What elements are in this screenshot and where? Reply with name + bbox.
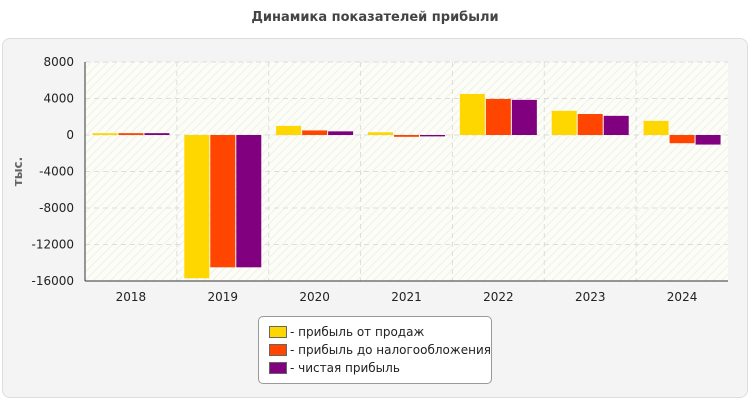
bar [184,135,210,279]
y-tick-label: 4000 [43,92,74,106]
x-tick-label: 2023 [575,290,606,304]
bar [144,133,170,135]
y-tick-label: -16000 [31,274,74,288]
bar [302,130,328,135]
legend-swatch [269,326,287,338]
y-tick-label: -8000 [39,201,74,215]
plot-area [85,62,728,281]
legend-swatch [269,344,287,356]
legend-label: - чистая прибыль [290,361,400,375]
legend-item: - прибыль до налогообложения [269,343,491,357]
bar [118,133,144,135]
bar [92,133,118,135]
bar [276,125,302,135]
bar [511,99,537,135]
bar [328,131,354,135]
y-tick-label: -4000 [39,165,74,179]
bar [459,93,485,135]
legend-item: - прибыль от продаж [269,325,424,339]
bar [210,135,236,268]
x-tick-label: 2019 [208,290,239,304]
bar [695,135,721,145]
bar [368,132,393,135]
legend-label: - прибыль от продаж [290,325,425,339]
y-tick-label: 0 [66,128,74,142]
legend: - прибыль от продаж - прибыль до налогооб… [258,316,492,384]
bar [603,115,629,135]
legend-label: - прибыль до налогообложения [290,343,491,357]
y-tick-label: -12000 [31,238,74,252]
x-tick-label: 2018 [116,290,147,304]
bar [551,110,577,135]
bar [669,135,695,144]
x-tick-label: 2021 [391,290,422,304]
bar [577,114,603,135]
chart-title: Динамика показателей прибыли [251,10,499,25]
bar [485,98,511,135]
x-tick-label: 2024 [667,290,698,304]
bar [394,135,419,137]
legend-swatch [269,362,287,374]
bar [643,120,669,135]
x-tick-label: 2022 [483,290,514,304]
y-tick-label: 8000 [43,55,74,69]
legend-item: - чистая прибыль [269,361,400,375]
bar [420,135,445,137]
bar [236,135,262,268]
x-tick-label: 2020 [299,290,330,304]
y-axis-label: тыс. [11,157,25,186]
